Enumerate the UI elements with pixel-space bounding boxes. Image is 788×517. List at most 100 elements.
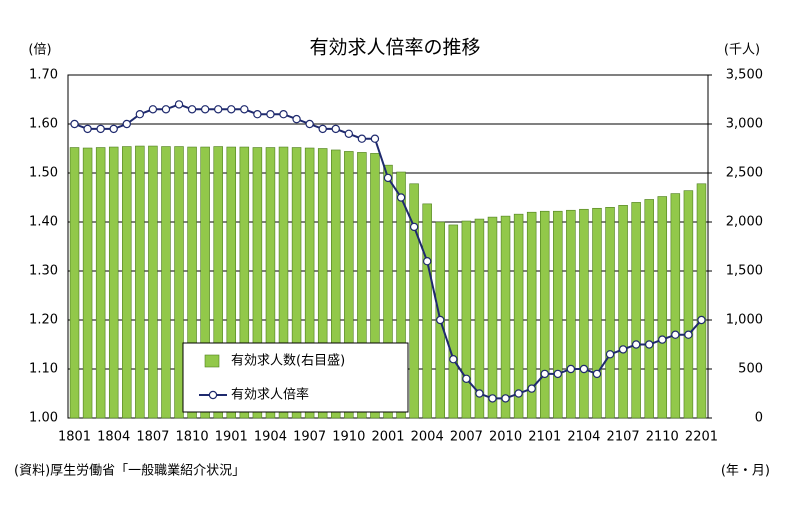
bar: [422, 203, 432, 419]
line-marker: [697, 315, 706, 325]
bar: [579, 208, 589, 419]
line-marker: [187, 105, 197, 114]
line-marker: [135, 109, 145, 119]
y2-tick-label: 1,500: [726, 264, 763, 279]
x-tick-label: 2101: [528, 430, 561, 445]
legend-swatch: [204, 354, 220, 368]
x-tick-label: 1801: [58, 430, 91, 445]
y-tick-label: 1.30: [29, 264, 58, 279]
line-marker: [109, 124, 118, 134]
bar: [95, 147, 106, 419]
line-marker: [148, 105, 158, 114]
bar: [644, 199, 654, 419]
bar: [148, 145, 158, 419]
line-marker: [449, 355, 458, 364]
bar: [304, 147, 315, 419]
x-tick-label: 2010: [489, 430, 522, 445]
y2-unit: (千人): [724, 43, 760, 58]
y-tick-label: 1.60: [29, 117, 58, 132]
y2-tick-label: 2,500: [726, 166, 763, 181]
bar: [396, 171, 406, 419]
y-tick-label: 1.20: [29, 313, 58, 328]
y-tick-label: 1.00: [29, 411, 58, 426]
x-tick-label: 1910: [332, 430, 365, 445]
line-marker: [344, 129, 354, 138]
bar: [383, 164, 393, 419]
line-marker: [318, 124, 327, 134]
bar: [683, 190, 694, 419]
line-marker: [671, 330, 680, 339]
line-marker: [305, 119, 314, 129]
line-marker: [579, 364, 589, 374]
bar: [200, 146, 210, 419]
line-marker: [462, 374, 471, 383]
line-marker: [253, 109, 262, 119]
line-marker: [240, 105, 249, 114]
x-tick-label: 2001: [371, 430, 404, 445]
line-marker: [553, 369, 562, 379]
line-marker: [605, 350, 615, 359]
line-marker: [514, 389, 523, 398]
bar: [239, 146, 250, 419]
line-marker: [618, 345, 628, 354]
y2-tick-label: 3,500: [726, 68, 763, 83]
bar: [539, 210, 550, 419]
line-marker: [501, 394, 510, 403]
line-marker: [370, 134, 380, 143]
x-tick-label: 1810: [176, 430, 209, 445]
line-marker: [70, 119, 79, 129]
line-marker: [396, 193, 406, 202]
line-marker: [409, 222, 419, 232]
bar: [213, 146, 223, 419]
bar: [696, 183, 707, 419]
y2-tick-label: 0: [755, 411, 763, 426]
bar: [670, 193, 681, 419]
line-marker: [200, 105, 210, 114]
bar: [370, 153, 380, 419]
bar: [69, 147, 80, 419]
bar: [605, 207, 615, 419]
y-unit: (倍): [28, 43, 51, 58]
x-tick-label: 2201: [685, 430, 718, 445]
y-tick-label: 1.70: [29, 68, 58, 83]
line-marker: [161, 105, 171, 114]
line-marker: [214, 105, 223, 114]
line-marker: [592, 369, 602, 379]
line-marker: [475, 389, 484, 398]
x-tick-label: 1804: [97, 430, 130, 445]
line-marker: [83, 124, 92, 134]
x-tick-label: 1807: [136, 430, 169, 445]
bar: [161, 146, 171, 419]
line-marker: [684, 330, 693, 339]
y-tick-label: 1.40: [29, 215, 58, 230]
y-tick-label: 1.10: [29, 362, 58, 377]
line-marker: [527, 384, 536, 393]
bar: [226, 146, 237, 419]
bar: [448, 224, 459, 419]
bar: [357, 152, 367, 419]
bar: [461, 220, 472, 419]
line-marker: [540, 369, 549, 379]
line-marker: [96, 124, 105, 134]
y2-tick-label: 500: [738, 362, 763, 377]
x-tick-label: 2007: [450, 430, 483, 445]
line-marker: [122, 119, 131, 129]
bar: [592, 207, 602, 419]
x-tick-label: 1904: [254, 430, 287, 445]
y2-tick-label: 1,000: [726, 313, 763, 328]
bar: [500, 215, 511, 419]
line-marker: [631, 340, 641, 349]
y-tick-label: 1.50: [29, 166, 58, 181]
line-marker: [645, 340, 654, 349]
line-marker: [227, 105, 236, 114]
line-marker: [488, 394, 497, 403]
chart-title: 有効求人倍率の推移: [309, 37, 480, 59]
bar: [317, 148, 328, 419]
bar: [265, 147, 276, 419]
x-tick-label: 2110: [646, 430, 679, 445]
bar: [108, 146, 119, 419]
bar: [526, 211, 537, 419]
x-tick-label: 2104: [567, 430, 600, 445]
bar: [174, 146, 184, 419]
